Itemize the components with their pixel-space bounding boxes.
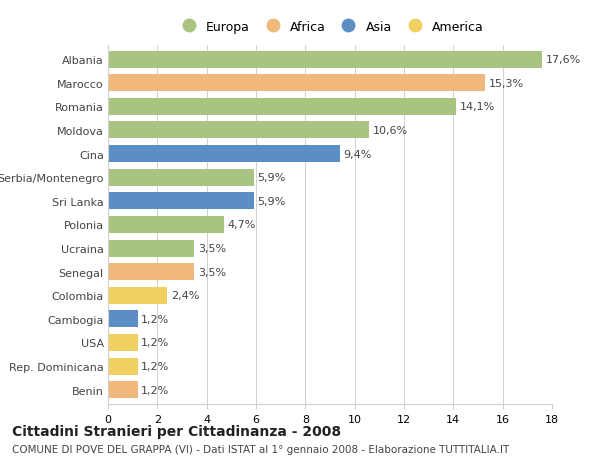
Text: 1,2%: 1,2% (142, 361, 170, 371)
Legend: Europa, Africa, Asia, America: Europa, Africa, Asia, America (173, 18, 487, 36)
Text: 3,5%: 3,5% (198, 267, 226, 277)
Bar (108, 287, 167, 304)
Bar (108, 311, 137, 328)
Bar (108, 217, 224, 233)
Text: COMUNE DI POVE DEL GRAPPA (VI) - Dati ISTAT al 1° gennaio 2008 - Elaborazione TU: COMUNE DI POVE DEL GRAPPA (VI) - Dati IS… (12, 444, 509, 454)
Text: 10,6%: 10,6% (373, 126, 408, 136)
Text: 1,2%: 1,2% (142, 338, 170, 347)
Text: 9,4%: 9,4% (344, 149, 372, 159)
Text: 4,7%: 4,7% (227, 220, 256, 230)
Bar (108, 51, 542, 68)
Text: 14,1%: 14,1% (460, 102, 495, 112)
Text: Cittadini Stranieri per Cittadinanza - 2008: Cittadini Stranieri per Cittadinanza - 2… (12, 425, 341, 438)
Bar (108, 358, 137, 375)
Text: 15,3%: 15,3% (489, 78, 524, 89)
Bar (108, 169, 254, 186)
Bar (108, 263, 194, 280)
Text: 1,2%: 1,2% (142, 314, 170, 324)
Text: 5,9%: 5,9% (257, 173, 286, 183)
Bar (108, 122, 370, 139)
Text: 3,5%: 3,5% (198, 243, 226, 253)
Bar (108, 99, 456, 116)
Bar (108, 381, 137, 398)
Text: 2,4%: 2,4% (171, 291, 199, 301)
Bar (108, 146, 340, 163)
Bar (108, 75, 485, 92)
Bar (108, 240, 194, 257)
Bar (108, 193, 254, 210)
Text: 1,2%: 1,2% (142, 385, 170, 395)
Bar (108, 334, 137, 351)
Text: 5,9%: 5,9% (257, 196, 286, 207)
Text: 17,6%: 17,6% (546, 55, 581, 65)
